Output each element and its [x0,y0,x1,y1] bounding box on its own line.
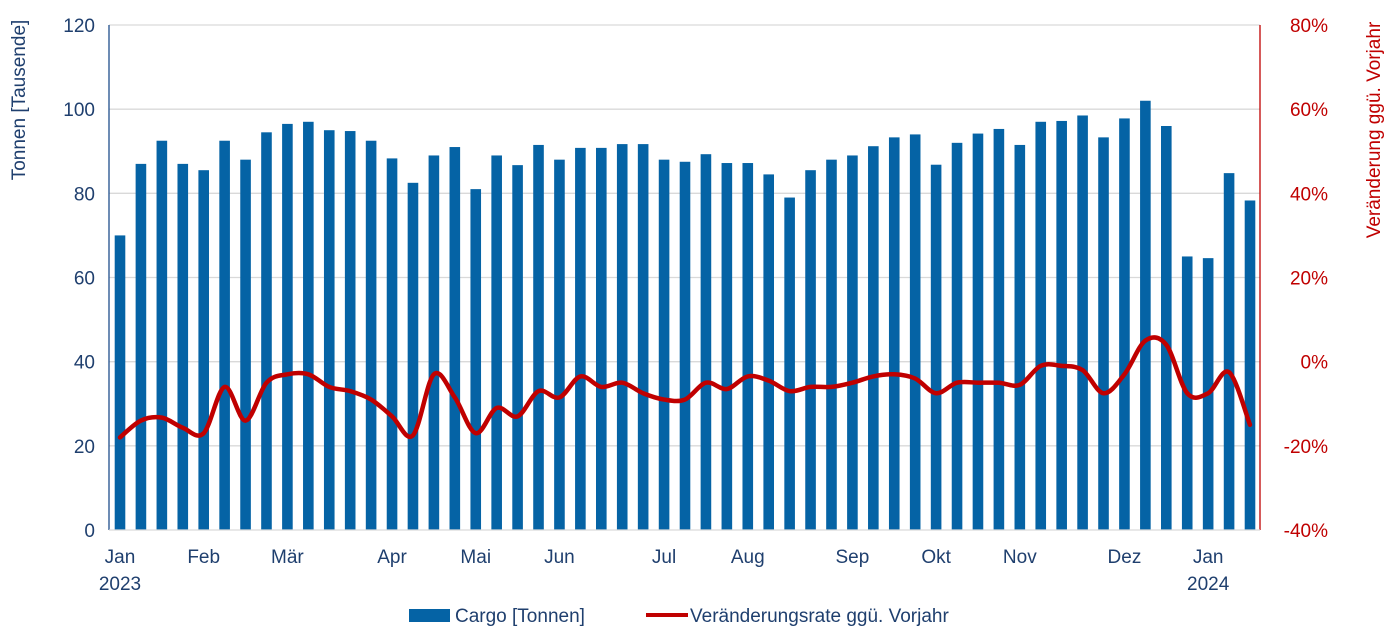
bar [930,164,942,530]
bar [554,159,565,530]
bar [114,235,126,530]
bar [491,155,502,531]
x-tick-year-label: 2023 [99,574,141,595]
bar [888,137,900,531]
bar [282,123,293,530]
bar [1244,200,1256,531]
bar [595,147,607,530]
x-tick-label: Jul [652,547,676,568]
bar [156,140,168,530]
legend: Cargo [Tonnen] Veränderungsrate ggü. Vor… [409,606,949,627]
axes [108,25,1261,531]
right-tick-label: -40% [1284,521,1328,542]
bar [784,197,795,530]
bar [198,170,210,530]
bar [909,134,921,530]
bar [1223,173,1235,530]
bar [219,140,230,530]
bar [303,121,314,531]
bar [826,159,837,530]
x-tick-label: Jan [105,547,136,568]
bar [700,154,712,530]
bar [721,163,733,531]
bar [637,144,649,531]
left-tick-label: 0 [84,521,95,542]
x-tick-year-label: 2024 [1187,574,1230,595]
x-tick-label: Okt [921,547,951,568]
left-tick-label: 120 [63,16,95,37]
bar [344,131,356,531]
x-axis-ticks: Jan 2023 Feb Mär Apr Mai Jun Jul Aug Sep Okt Nov Dez… [99,547,1230,595]
bar [763,174,775,531]
x-tick-label: Dez [1108,547,1142,568]
bar [240,159,251,530]
bar [386,158,398,530]
bar [261,132,272,530]
bar [993,128,1005,530]
bar [951,142,963,531]
bar [1077,115,1088,531]
x-tick-label: Feb [187,547,220,568]
bar [1056,120,1067,530]
bar [679,161,691,531]
bar [533,144,544,530]
bar [742,163,754,531]
bar [1119,118,1130,531]
bar [658,159,670,530]
bar [470,189,482,530]
left-tick-label: 40 [74,353,95,374]
bar [428,155,440,531]
left-axis-ticks: 0 20 40 60 80 100 120 [63,16,95,542]
x-tick-label: Mai [460,547,491,568]
x-tick-label: Aug [731,547,765,568]
bar [365,140,377,530]
right-tick-label: -20% [1284,437,1328,458]
left-tick-label: 80 [74,184,95,205]
bar [616,144,628,531]
right-tick-label: 20% [1290,269,1328,290]
left-axis-title: Tonnen [Tausende] [9,20,30,181]
legend-bar-label: Cargo [Tonnen] [455,606,585,627]
x-tick-label: Nov [1003,547,1037,568]
bar [805,170,816,530]
x-tick-label: Jan [1193,547,1224,568]
x-tick-label: Jun [544,547,575,568]
right-tick-label: 40% [1290,184,1328,205]
bar [1160,126,1172,530]
bar [407,182,419,530]
right-tick-label: 60% [1290,100,1328,121]
bar [449,147,461,530]
left-tick-label: 100 [63,100,95,121]
left-tick-label: 60 [74,269,95,290]
x-tick-label: Mär [271,547,304,568]
bar [323,130,335,531]
bar [1014,144,1026,530]
bar [512,165,523,530]
line-series [117,335,1253,440]
bar-series [114,100,1256,531]
bar [1098,137,1109,531]
bar [1140,100,1151,530]
right-axis-ticks: -40% -20% 0% 20% 40% 60% 80% [1284,16,1328,542]
x-tick-label: Sep [836,547,870,568]
left-tick-label: 20 [74,437,95,458]
legend-bar-swatch [409,609,450,622]
legend-line-label: Veränderungsrate ggü. Vorjahr [690,606,949,627]
right-tick-label: 0% [1301,353,1329,374]
bar [177,163,189,530]
right-axis-title: Veränderung ggü. Vorjahr [1364,21,1385,238]
bar [868,146,879,530]
bar [972,133,984,530]
bar [847,155,858,531]
bar [135,163,147,530]
right-tick-label: 80% [1290,16,1328,37]
bar [575,147,586,530]
x-tick-label: Apr [377,547,407,568]
bar [1035,121,1047,531]
